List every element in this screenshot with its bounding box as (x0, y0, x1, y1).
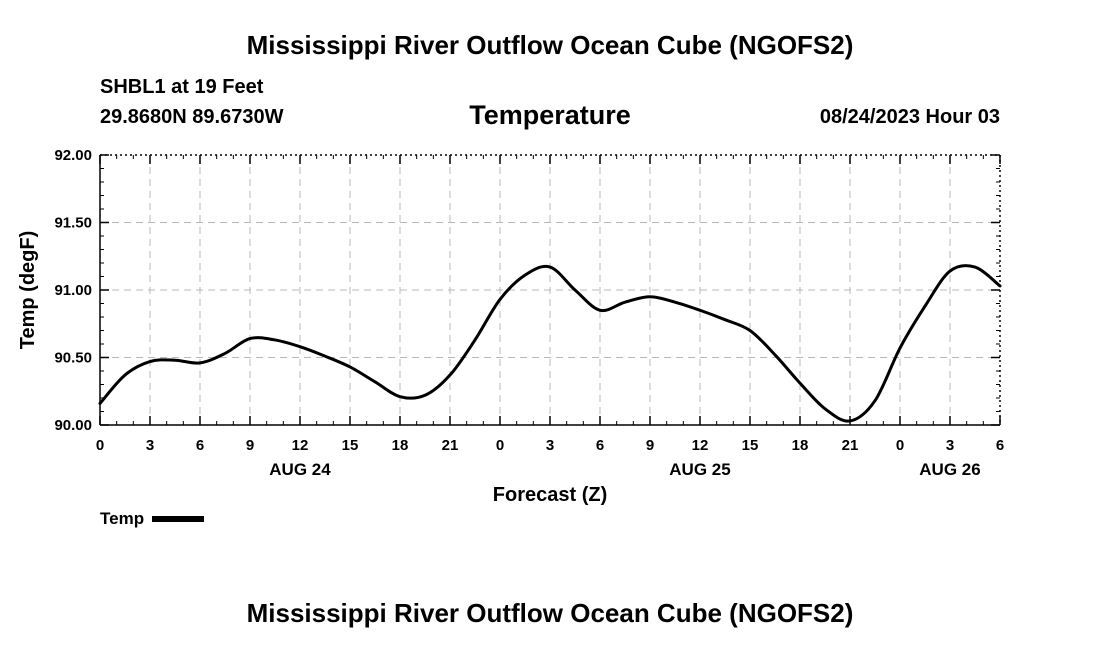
day-label: AUG 25 (669, 460, 730, 479)
day-label: AUG 26 (919, 460, 980, 479)
y-tick-label: 92.00 (54, 147, 92, 164)
x-tick-label: 0 (96, 437, 104, 454)
day-label: AUG 24 (269, 460, 331, 479)
x-tick-label: 9 (646, 437, 654, 454)
x-tick-label: 6 (996, 437, 1004, 454)
x-tick-label: 15 (742, 437, 759, 454)
x-tick-label: 12 (292, 437, 309, 454)
x-tick-label: 6 (596, 437, 604, 454)
station-label: SHBL1 at 19 Feet (100, 76, 264, 98)
coordinates-label: 29.8680N 89.6730W (100, 106, 284, 128)
y-axis-title: Temp (degF) (17, 231, 39, 350)
x-axis-title: Forecast (Z) (493, 484, 607, 506)
x-tick-label: 15 (342, 437, 359, 454)
series-line-temp (98, 264, 1002, 423)
x-tick-label: 3 (546, 437, 554, 454)
x-tick-label: 0 (896, 437, 904, 454)
x-tick-label: 21 (442, 437, 459, 454)
page-title: Mississippi River Outflow Ocean Cube (NG… (246, 30, 854, 60)
y-tick-label: 90.50 (54, 350, 92, 367)
x-tick-label: 6 (196, 437, 204, 454)
y-tick-label: 90.00 (54, 417, 92, 434)
legend-line-swatch (152, 516, 205, 522)
x-tick-label: 9 (246, 437, 254, 454)
legend-label: Temp (100, 509, 145, 528)
x-tick-label: 18 (792, 437, 809, 454)
x-tick-label: 3 (146, 437, 154, 454)
page-title-bottom: Mississippi River Outflow Ocean Cube (NG… (246, 598, 854, 628)
chart-title: Temperature (469, 100, 631, 130)
x-tick-label: 3 (946, 437, 954, 454)
legend: Temp (100, 509, 205, 529)
forecast-datetime: 08/24/2023 Hour 03 (819, 106, 1000, 128)
y-tick-label: 91.50 (54, 215, 92, 232)
x-tick-label: 21 (842, 437, 859, 454)
x-tick-label: 12 (692, 437, 709, 454)
x-tick-label: 0 (496, 437, 504, 454)
x-tick-label: 18 (392, 437, 409, 454)
y-tick-label: 91.00 (54, 282, 92, 299)
